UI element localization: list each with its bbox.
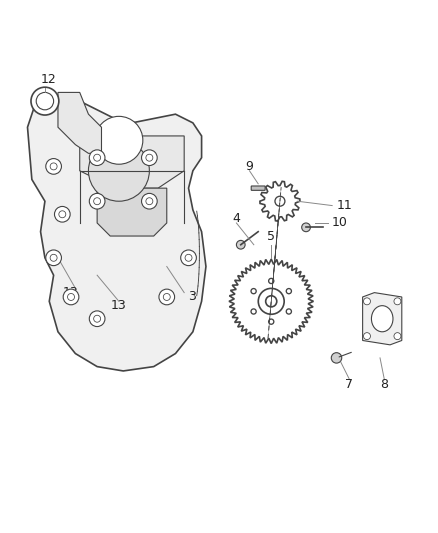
Circle shape [88,140,149,201]
Circle shape [331,353,342,363]
Circle shape [94,315,101,322]
Text: 11: 11 [336,199,352,212]
Polygon shape [58,92,102,154]
Text: 13: 13 [110,299,126,312]
Circle shape [258,288,284,314]
Circle shape [46,158,61,174]
Circle shape [146,198,153,205]
Text: 4: 4 [232,212,240,225]
Circle shape [394,333,401,340]
Ellipse shape [371,305,393,332]
Circle shape [31,87,59,115]
Circle shape [266,296,277,307]
Circle shape [54,206,70,222]
Polygon shape [260,181,300,221]
Circle shape [185,254,192,261]
Circle shape [36,92,53,110]
Text: 9: 9 [245,160,253,173]
Circle shape [251,309,256,314]
Circle shape [275,196,285,206]
Polygon shape [97,188,167,236]
Circle shape [67,294,74,301]
Circle shape [50,163,57,170]
Polygon shape [80,136,184,188]
Circle shape [63,289,79,305]
Circle shape [94,198,101,205]
Polygon shape [28,97,206,371]
Text: 5: 5 [267,230,275,243]
Circle shape [141,193,157,209]
Circle shape [46,250,61,265]
FancyBboxPatch shape [251,186,265,190]
Circle shape [364,333,371,340]
Text: 12: 12 [41,73,57,86]
Circle shape [302,223,311,232]
Circle shape [94,154,101,161]
Circle shape [237,240,245,249]
Circle shape [146,154,153,161]
Polygon shape [229,259,314,344]
Circle shape [89,311,105,327]
Circle shape [159,289,175,305]
Text: 8: 8 [380,377,388,391]
Text: 7: 7 [345,377,353,391]
Circle shape [59,211,66,218]
Circle shape [95,116,143,164]
Circle shape [89,150,105,166]
Circle shape [163,294,170,301]
Circle shape [181,250,196,265]
Circle shape [141,150,157,166]
Circle shape [394,298,401,305]
Circle shape [89,193,105,209]
Circle shape [286,309,291,314]
Polygon shape [363,293,402,345]
Circle shape [268,278,274,284]
Circle shape [268,319,274,324]
Circle shape [50,254,57,261]
Circle shape [286,288,291,294]
Text: 10: 10 [332,216,348,230]
Text: 3: 3 [188,290,196,303]
Text: 13: 13 [62,286,78,299]
Circle shape [251,288,256,294]
Circle shape [364,298,371,305]
